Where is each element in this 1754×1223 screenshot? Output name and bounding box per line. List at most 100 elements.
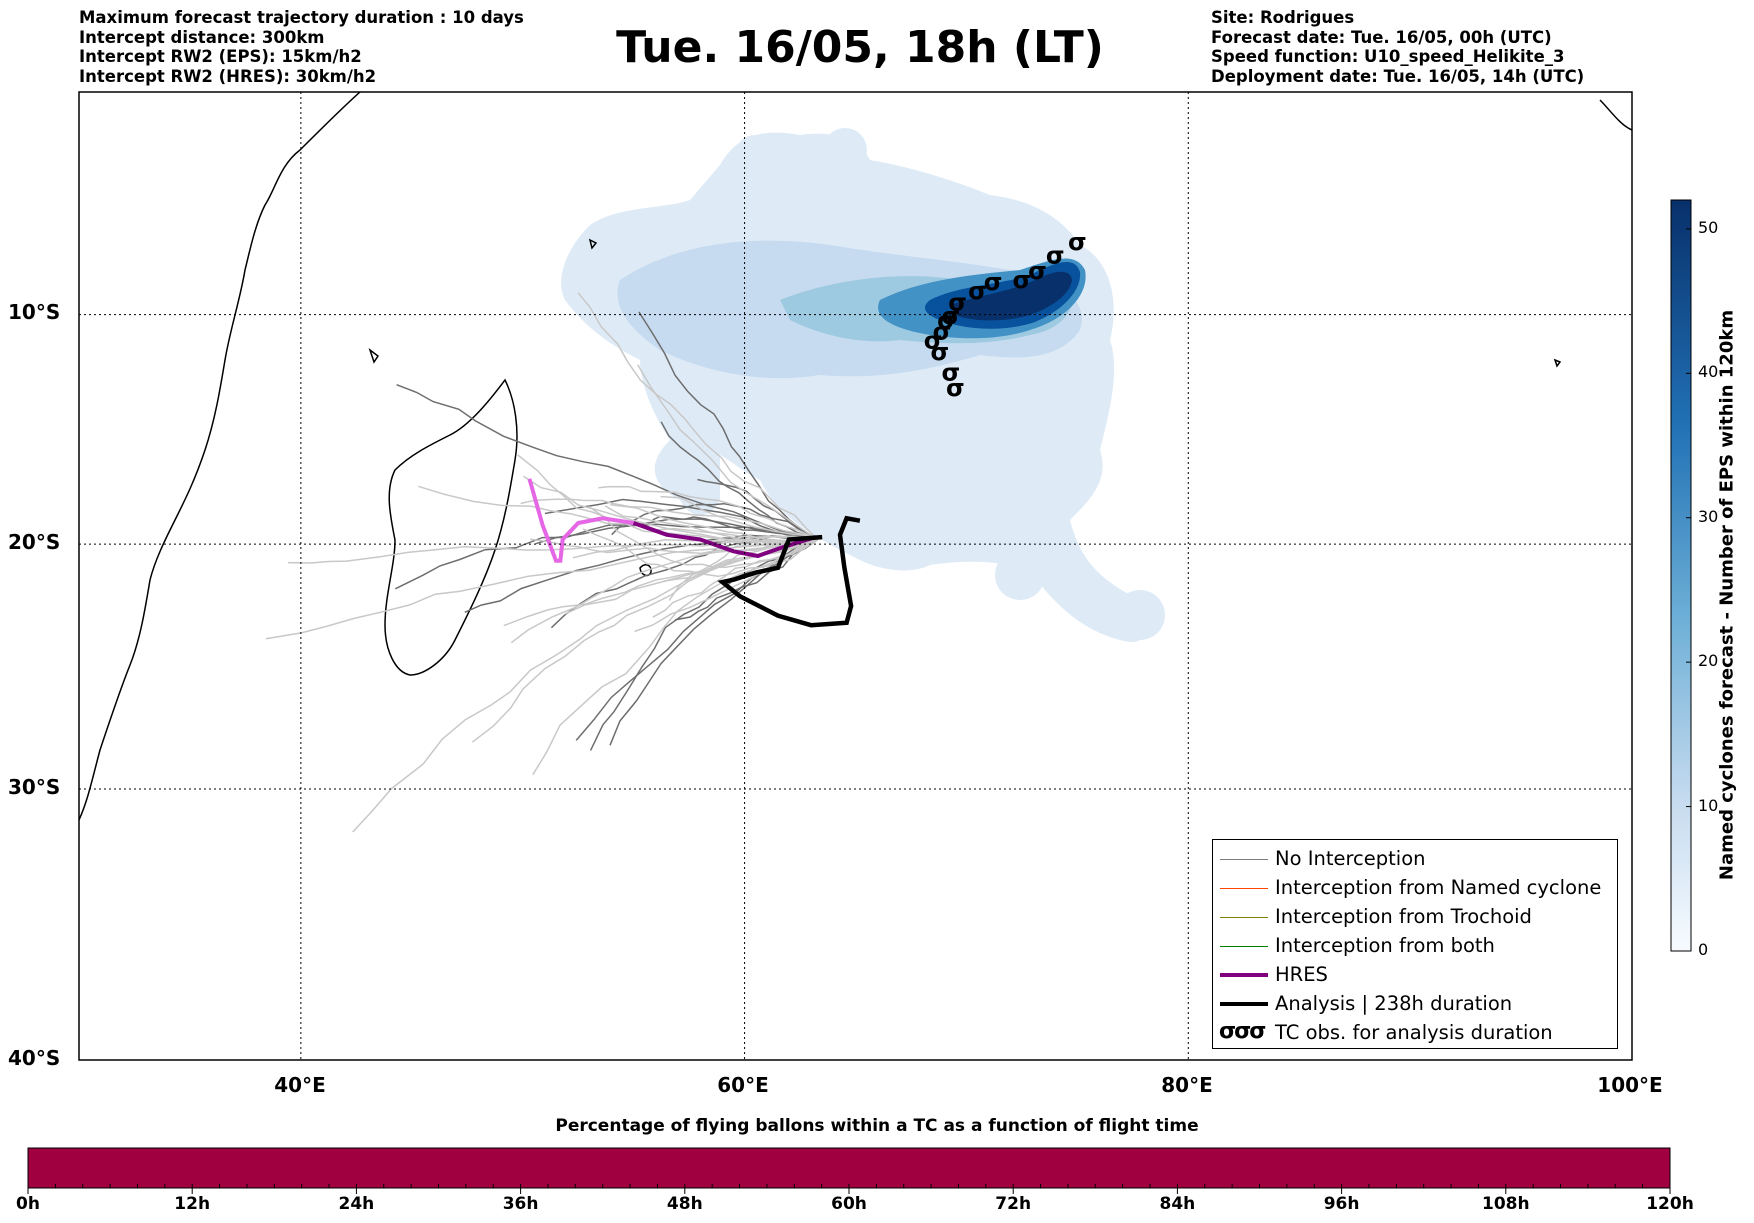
colorbar-tick-label: 50	[1698, 218, 1719, 237]
density-lobe	[735, 135, 775, 175]
header-right-line: Forecast date: Tue. 16/05, 00h (UTC)	[1211, 27, 1552, 47]
island-seychelles	[588, 238, 598, 250]
legend-item-no-interception: No Interception	[1213, 845, 1617, 874]
lat-label: 40°S	[8, 1046, 61, 1070]
header-left-line: Maximum forecast trajectory duration : 1…	[79, 8, 524, 27]
time-bar-tick-label: 12h	[174, 1194, 211, 1214]
density-lobe	[995, 550, 1045, 600]
header-right-line: Deployment date: Tue. 16/05, 14h (UTC)	[1211, 66, 1585, 86]
header-left-line: Intercept RW2 (EPS): 15km/h2	[79, 47, 362, 66]
colorbar-tick-label: 0	[1698, 940, 1709, 959]
legend-item-hres: HRES	[1213, 961, 1617, 990]
time-bar-tick-label: 24h	[338, 1194, 375, 1214]
legend-swatch	[1220, 973, 1268, 977]
tc-obs-marker: σ	[924, 327, 943, 355]
island-rodrigues	[1553, 358, 1562, 368]
eps-trajectory-line	[582, 528, 819, 578]
eps-trajectory-line	[575, 538, 819, 741]
eps-trajectory-line	[265, 538, 818, 640]
eps-trajectory-line	[464, 536, 818, 613]
colorbar	[1670, 199, 1692, 952]
header-right-line: Site: Rodrigues	[1211, 8, 1355, 27]
density-core-max	[950, 271, 1072, 321]
legend-swatch	[1220, 917, 1268, 918]
legend-item-tc-obs: σσσ TC obs. for analysis duration	[1213, 1019, 1617, 1048]
lon-label: 60°E	[717, 1073, 769, 1097]
time-bar-tick-label: 0h	[16, 1194, 40, 1214]
tc-obs-marker: σ	[1013, 266, 1032, 294]
tc-obs-marker: σ	[937, 306, 956, 334]
time-bar-title: Percentage of flying ballons within a TC…	[555, 1116, 1199, 1136]
lat-label: 20°S	[8, 530, 61, 554]
eps-trajectory-line	[638, 311, 819, 541]
legend-label: Interception from Trochoid	[1275, 905, 1532, 928]
tc-obs-marker: σ	[933, 318, 952, 346]
eps-trajectory-line	[352, 538, 819, 833]
time-bar-tick-label: 36h	[502, 1194, 539, 1214]
coastlines	[79, 92, 1632, 821]
time-bar-tick-label: 48h	[666, 1194, 703, 1214]
analysis-track	[717, 515, 861, 628]
legend-swatch	[1220, 1002, 1268, 1006]
eps-trajectory-line	[287, 538, 818, 564]
legend-swatch	[1220, 946, 1268, 947]
legend: No Interception Interception from Named …	[1212, 839, 1618, 1049]
tc-obs-marker: σ	[1068, 228, 1087, 256]
legend-label: HRES	[1275, 963, 1328, 986]
time-bar-tick-label: 96h	[1323, 1194, 1360, 1214]
eps-density-field	[561, 128, 1165, 642]
time-bar-tick-label: 108h	[1482, 1194, 1530, 1214]
eps-trajectory-line	[610, 504, 818, 542]
colorbar-tick-label: 30	[1698, 507, 1719, 526]
colorbar-label: Named cyclones forecast - Number of EPS …	[1716, 309, 1738, 881]
tc-obs-marker: σ	[1046, 241, 1065, 269]
colorbar-ticks	[1686, 228, 1691, 952]
tc-obs-marker: σ	[1028, 257, 1047, 285]
tc-obs-marker: σ	[968, 277, 987, 305]
island-comoros	[368, 347, 380, 364]
lat-label: 30°S	[8, 775, 61, 799]
header-right-line: Speed function: U10_speed_Helikite_3	[1211, 47, 1565, 66]
tc-symbol-icon: σσσ	[1219, 1019, 1266, 1044]
madagascar-coast	[384, 378, 518, 676]
header-left-line: Intercept RW2 (HRES): 30km/h2	[79, 66, 377, 86]
header-right: Site: Rodrigues Forecast date: Tue. 16/0…	[1211, 8, 1584, 86]
time-bar-tick-label: 72h	[995, 1194, 1032, 1214]
africa-coast	[79, 92, 361, 821]
eps-trajectory-line	[611, 502, 819, 541]
eps-trajectory-line	[637, 364, 819, 541]
eps-trajectory-line	[523, 475, 818, 547]
eps-trajectory-line	[530, 538, 819, 555]
hres-track	[527, 478, 668, 563]
eps-trajectory-line	[532, 538, 819, 776]
tc-obs-marker: σ	[942, 358, 961, 386]
time-bar-tick-label: 60h	[831, 1194, 867, 1214]
tc-obs-marker: σ	[930, 338, 949, 366]
tc-obs-marker: σ	[942, 302, 961, 330]
legend-label: Interception from Named cyclone	[1275, 876, 1602, 899]
graticule	[79, 92, 1632, 1060]
eps-trajectory-line	[417, 485, 818, 541]
map-frame	[78, 91, 1633, 1061]
eps-trajectory-line	[577, 292, 819, 541]
legend-item-named-cyclone: Interception from Named cyclone	[1213, 874, 1617, 903]
eps-trajectory-line	[660, 421, 819, 541]
legend-item-both: Interception from both	[1213, 932, 1617, 961]
legend-item-trochoid: Interception from Trochoid	[1213, 903, 1617, 932]
time-bar-ticks	[27, 1184, 1671, 1194]
tc-obs-marker: σ	[946, 374, 965, 402]
hres-track-dark	[632, 521, 817, 559]
lon-label: 100°E	[1597, 1073, 1663, 1097]
eps-trajectory-line	[396, 384, 818, 541]
colorbar-tick-label: 10	[1698, 796, 1719, 815]
island-reunion	[639, 564, 652, 577]
eps-trajectory-line	[660, 495, 819, 541]
time-bar-tick-label: 84h	[1159, 1194, 1196, 1214]
lon-label: 40°E	[274, 1073, 326, 1097]
time-bar	[27, 1147, 1671, 1189]
eps-trajectory-line	[572, 538, 818, 559]
eps-trajectory-line	[520, 498, 819, 541]
density-lobe	[1115, 590, 1165, 640]
